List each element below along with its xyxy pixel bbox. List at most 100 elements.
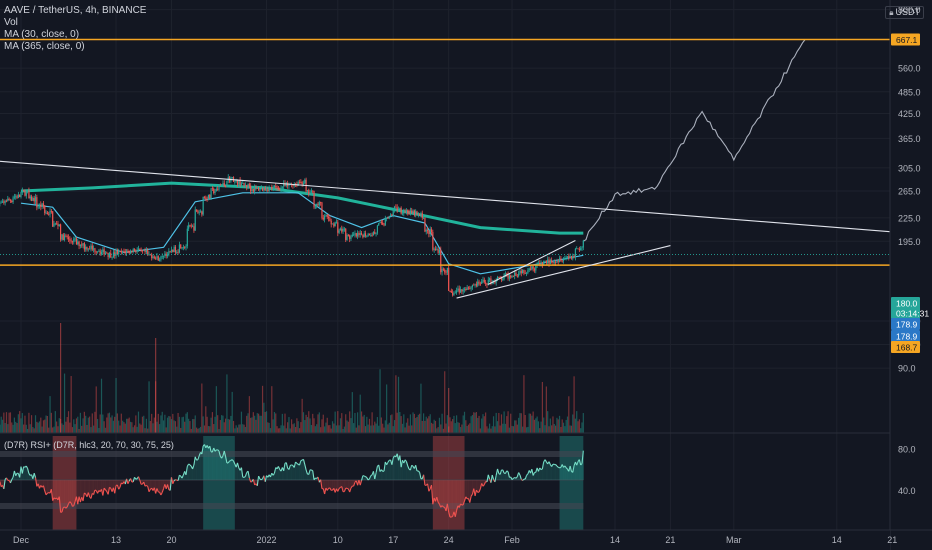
rsi-line-segment [283,463,286,471]
volume-bar [193,419,195,433]
volume-bar [157,413,159,433]
candle-body [91,245,93,250]
volume-bar [28,412,30,433]
trendline[interactable] [488,239,576,285]
rsi-line-segment [181,474,184,479]
candle-body [9,200,12,201]
volume-bar [325,422,327,433]
volume-bar [102,414,104,433]
candle-body [126,250,128,253]
volume-bar [324,426,326,433]
volume-bar [570,425,573,433]
rsi-line-segment [349,487,352,493]
rsi-line-segment [463,496,467,502]
volume-bar [576,411,578,433]
rsi-line-segment [337,488,340,492]
rsi-line-segment [107,487,110,495]
candle-body [139,248,141,250]
candle-body [350,236,352,239]
rsi-line-segment [47,492,49,494]
candle-body [141,250,144,252]
candle-body [271,186,273,190]
rsi-line-segment [308,469,311,475]
rsi-line-segment [548,461,551,465]
volume-bar [417,414,419,433]
candle-body [63,235,66,241]
volume-bar [541,381,543,433]
candle-body [419,214,421,216]
x-tick-label: 14 [610,535,620,545]
volume-bars [0,323,584,433]
candle-body [541,262,543,266]
indicator-ma365[interactable]: MA (365, close, 0) [4,41,85,52]
rsi-line-segment [0,481,2,487]
indicator-ma30[interactable]: MA (30, close, 0) [4,29,80,40]
symbol-title[interactable]: AAVE / TetherUS, 4h, BINANCE [4,5,147,16]
candle-body [469,288,471,290]
volume-bar [161,411,163,433]
rsi-line-segment [243,475,246,478]
candle-body [421,213,423,218]
y-tick-label: 560.0 [898,64,921,74]
volume-bar [380,417,382,433]
volume-bar [382,423,384,433]
candle-body [217,188,219,190]
rsi-line-segment [231,459,234,462]
volume-bar [469,423,471,433]
candle-body [445,272,447,274]
x-tick-label: Dec [13,535,30,545]
volume-bar [148,381,150,433]
candle-body [254,187,256,192]
candle-body [164,253,166,256]
volume-bar [52,427,54,433]
candle-body [215,188,217,192]
rsi-line-segment [298,460,302,466]
drawings[interactable] [0,38,932,299]
volume-bar [566,416,569,433]
trendline[interactable] [0,160,932,239]
time-axis[interactable] [0,530,890,550]
volume-bar [569,425,571,433]
candle-body [543,261,545,266]
volume-bar [401,423,404,433]
volume-bar [214,416,216,433]
volume-bar [143,415,145,433]
indicator-vol[interactable]: Vol [4,17,18,28]
volume-bar [70,376,72,433]
candle-body [38,204,41,207]
volume-bar [523,375,525,433]
volume-bar [63,373,66,433]
rsi-line-segment [218,451,221,457]
candle-body [417,214,419,216]
volume-bar [310,424,312,433]
candle-body [407,210,409,213]
candle-body [317,203,319,206]
trendline[interactable] [456,245,671,299]
rsi-line-segment [470,493,473,497]
volume-bar [429,414,431,433]
candle-body [235,180,237,182]
rsi-legend[interactable]: (D7R) RSI+ (D7R, hlc3, 20, 70, 30, 75, 2… [4,440,174,450]
volume-bar [512,426,514,433]
volume-bar [119,425,121,433]
x-tick-label: Feb [504,535,520,545]
candle-body [449,290,451,292]
price-axis[interactable] [890,0,932,550]
candle-body [144,250,146,252]
volume-bar [300,422,302,433]
volume-bar [329,425,331,433]
volume-bar [60,323,62,433]
volume-bar [260,415,262,433]
ma365-line[interactable] [20,181,584,235]
volume-bar [9,412,12,433]
candle-body [185,246,187,248]
currency-selector[interactable]: 🔒︎ USDT [885,6,924,19]
candle-body [437,249,439,253]
rsi-line-segment [370,474,373,477]
candle-body [231,176,233,179]
volume-bar [194,415,196,433]
projection-path[interactable] [583,39,806,242]
candle-body [470,287,472,289]
rsi-line-segment [300,459,303,462]
